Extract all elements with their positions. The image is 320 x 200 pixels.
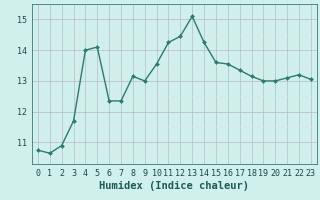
X-axis label: Humidex (Indice chaleur): Humidex (Indice chaleur) bbox=[100, 181, 249, 191]
